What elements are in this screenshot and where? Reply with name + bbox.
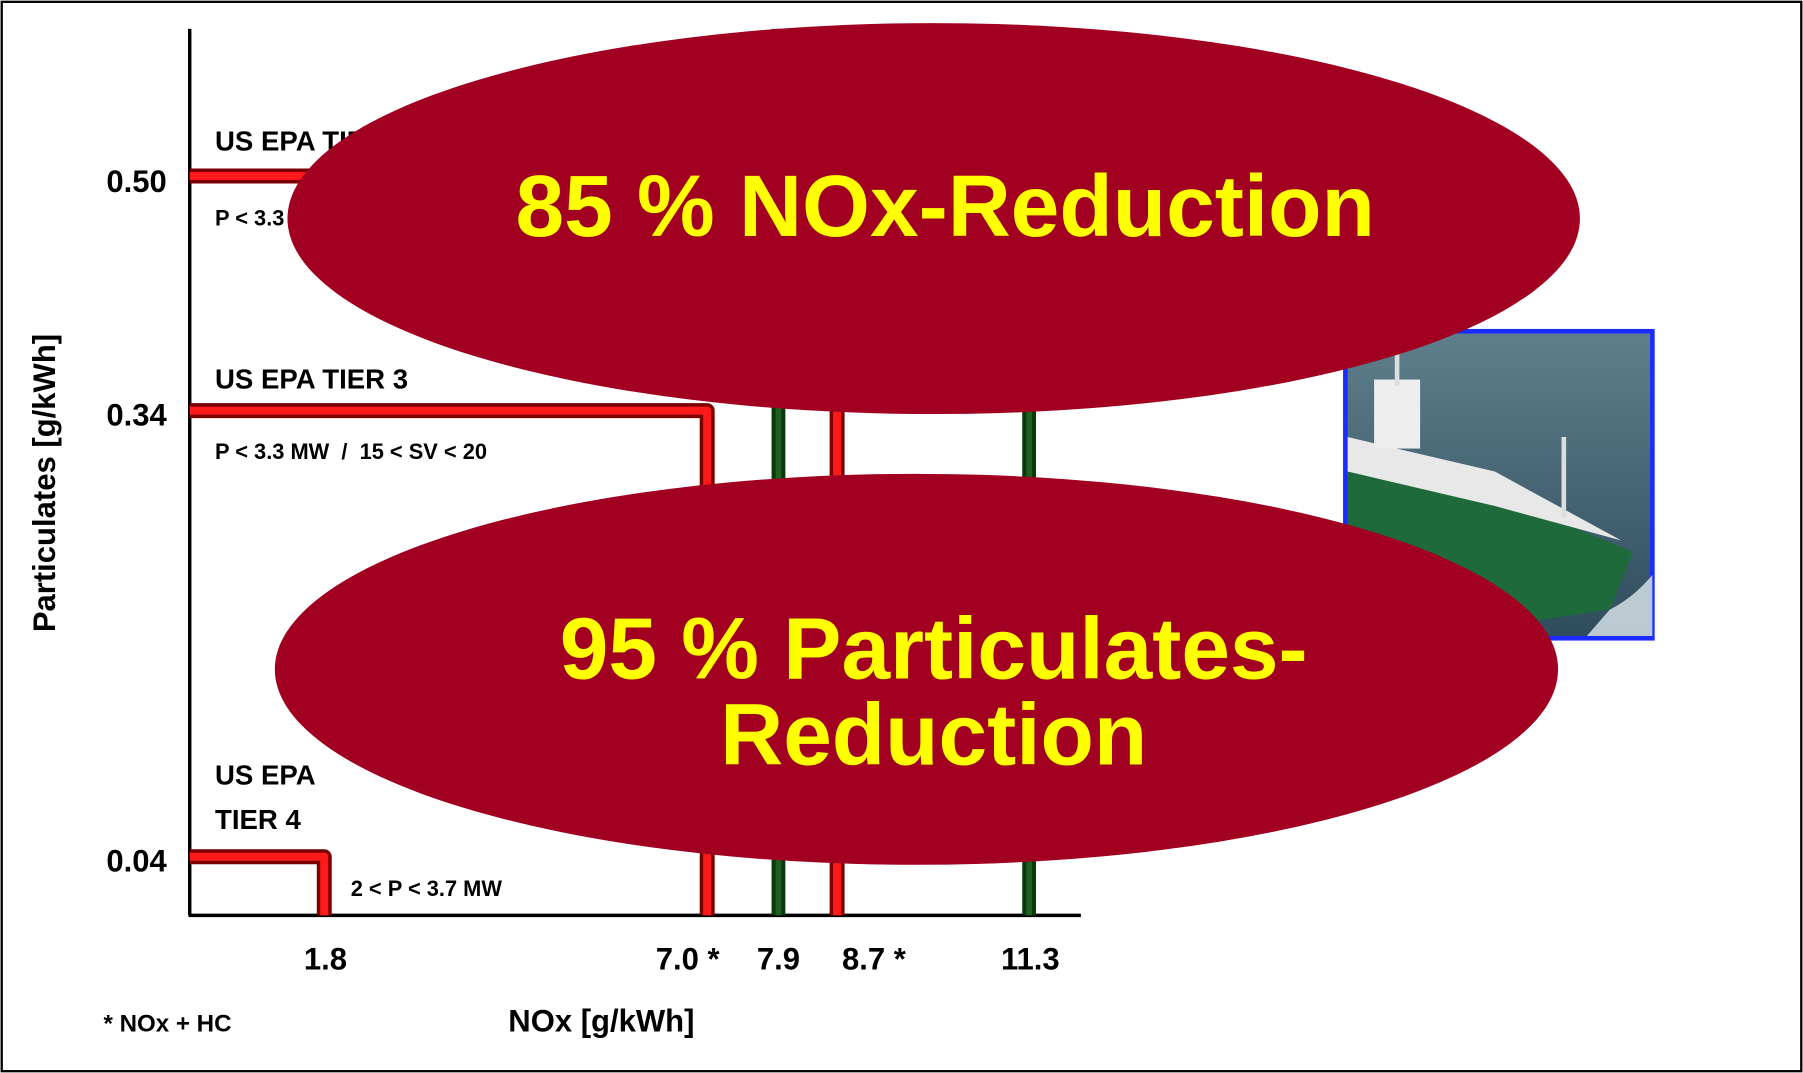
y-tick-label: 0.34 <box>106 398 167 433</box>
tier4-line <box>189 852 329 916</box>
limit-condition: 2 < P < 3.7 MW <box>351 876 503 901</box>
y-tick-label: 0.04 <box>106 844 167 879</box>
callout-ellipse <box>287 23 1580 415</box>
x-tick-label: 7.0 * <box>656 941 721 976</box>
limit-label: US EPA <box>215 759 316 790</box>
x-tick-label: 7.9 <box>757 941 800 976</box>
limit-label: TIER 4 <box>215 804 301 835</box>
x-tick-label: 8.7 * <box>842 941 907 976</box>
callout-text: 95 % Particulates- <box>560 600 1308 698</box>
footnote: * NOx + HC <box>103 1011 231 1038</box>
limit-label: US EPA TIER 3 <box>215 364 408 395</box>
ship-bridge <box>1374 379 1421 449</box>
callout-text: Reduction <box>720 686 1147 784</box>
callout-text: 85 % NOx-Reduction <box>516 157 1375 255</box>
y-axis-title: Particulates [g/kWh] <box>27 334 62 632</box>
bow-wave <box>1586 575 1653 636</box>
ship-deck <box>1347 437 1622 541</box>
y-tick-label: 0.50 <box>106 164 166 199</box>
callout-ellipse <box>274 473 1559 865</box>
limit-condition: P < 3.3 MW / 15 < SV < 20 <box>215 439 487 464</box>
x-tick-label: 11.3 <box>1001 941 1060 976</box>
x-tick-label: 1.8 <box>304 941 347 976</box>
x-axis-title: NOx [g/kWh] <box>508 1004 694 1039</box>
